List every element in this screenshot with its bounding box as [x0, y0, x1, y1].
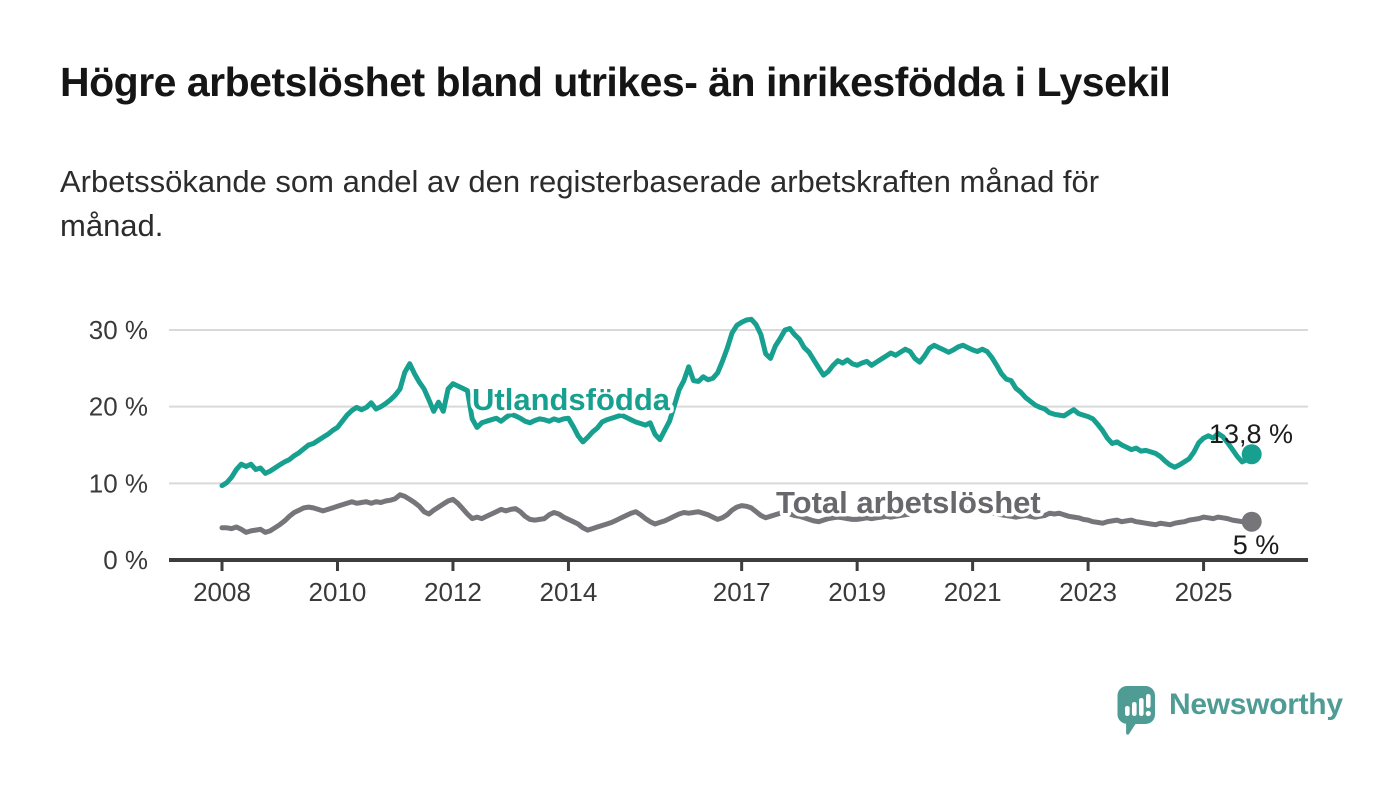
x-tick-label: 2019	[828, 577, 886, 607]
y-tick-label: 10 %	[89, 468, 148, 498]
y-tick-label: 0 %	[103, 545, 148, 575]
x-tick-label: 2012	[424, 577, 482, 607]
chart-subtitle-line-1: Arbetssökande som andel av den registerb…	[60, 164, 1100, 199]
x-tick-label: 2021	[944, 577, 1002, 607]
series-end-value-label-0: 13,8 %	[1209, 419, 1293, 449]
series-label-1: Total arbetslöshet	[776, 485, 1041, 520]
newsworthy-branding: Newsworthy	[1117, 686, 1343, 736]
logo-bar-1	[1125, 706, 1130, 716]
x-tick-label: 2014	[540, 577, 598, 607]
x-tick-label: 2010	[309, 577, 367, 607]
chart-title: Högre arbetslöshet bland utrikes- än inr…	[60, 59, 1171, 105]
series-end-dot-0	[1241, 444, 1262, 465]
y-tick-label: 30 %	[89, 315, 148, 345]
newsworthy-logo-icon	[1117, 686, 1155, 735]
x-tick-label: 2017	[713, 577, 771, 607]
series-line-0	[219, 316, 1255, 489]
logo-bar-3	[1139, 698, 1144, 716]
x-tick-label: 2025	[1175, 577, 1233, 607]
series-end-value-label-1: 5 %	[1233, 530, 1280, 560]
series-label-0: Utlandsfödda	[472, 382, 671, 417]
series-end-dot-1	[1241, 511, 1262, 532]
x-tick-label: 2008	[193, 577, 251, 607]
logo-exclamation-dot	[1145, 710, 1151, 717]
chart-subtitle: Arbetssökande som andel av den registerb…	[60, 160, 1280, 248]
logo-exclamation-bar	[1146, 694, 1151, 708]
x-tick-label: 2023	[1059, 577, 1117, 607]
chart-subtitle-line-2: månad.	[60, 208, 164, 243]
logo-bar-2	[1132, 702, 1137, 716]
series-line-1	[219, 492, 1255, 535]
y-tick-label: 20 %	[89, 392, 148, 422]
newsworthy-logo-text: Newsworthy	[1169, 688, 1343, 721]
